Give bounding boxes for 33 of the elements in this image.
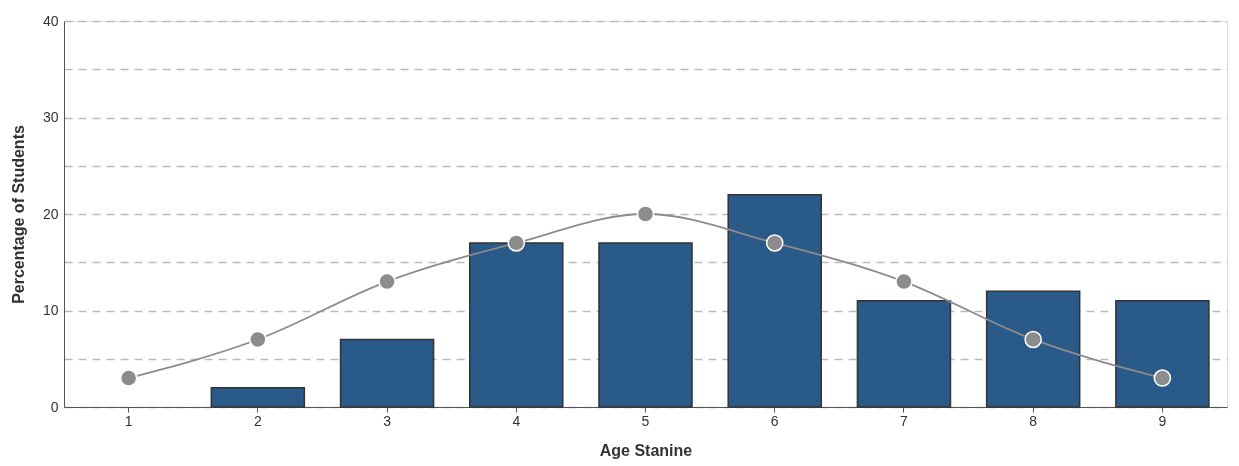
x-tick-label: 3 [383,412,392,429]
point [1153,369,1172,387]
x-tick-label: 8 [1029,412,1038,429]
y-tick-label: 30 [42,109,59,125]
x-tick-label: 5 [641,412,650,429]
x-tick-label: 4 [512,412,521,429]
point [507,234,526,252]
point [378,272,396,291]
point [895,272,913,291]
x-tick-label: 6 [770,412,779,429]
point [765,234,784,252]
bar [985,290,1081,408]
point [636,205,655,223]
y-axis-title: Percentage of Students [9,125,27,304]
y-tick-label: 10 [42,302,59,318]
bar [598,242,693,408]
bar [469,242,564,408]
bar [856,300,952,408]
y-tick-label: 20 [42,205,59,222]
point [1024,330,1042,349]
bar [1115,300,1210,408]
x-axis-title: Age Stanine [599,441,693,459]
x-tick-label: 9 [1158,412,1167,429]
y-tick-label: 0 [50,398,59,415]
bar [727,193,822,408]
x-tick-label: 7 [900,412,909,429]
point [119,369,138,387]
bar [210,386,306,408]
x-tick-label: 2 [253,412,262,429]
bar [339,338,435,408]
x-tick-label: 1 [124,412,133,429]
point [249,330,267,349]
y-tick-label: 40 [42,12,59,29]
